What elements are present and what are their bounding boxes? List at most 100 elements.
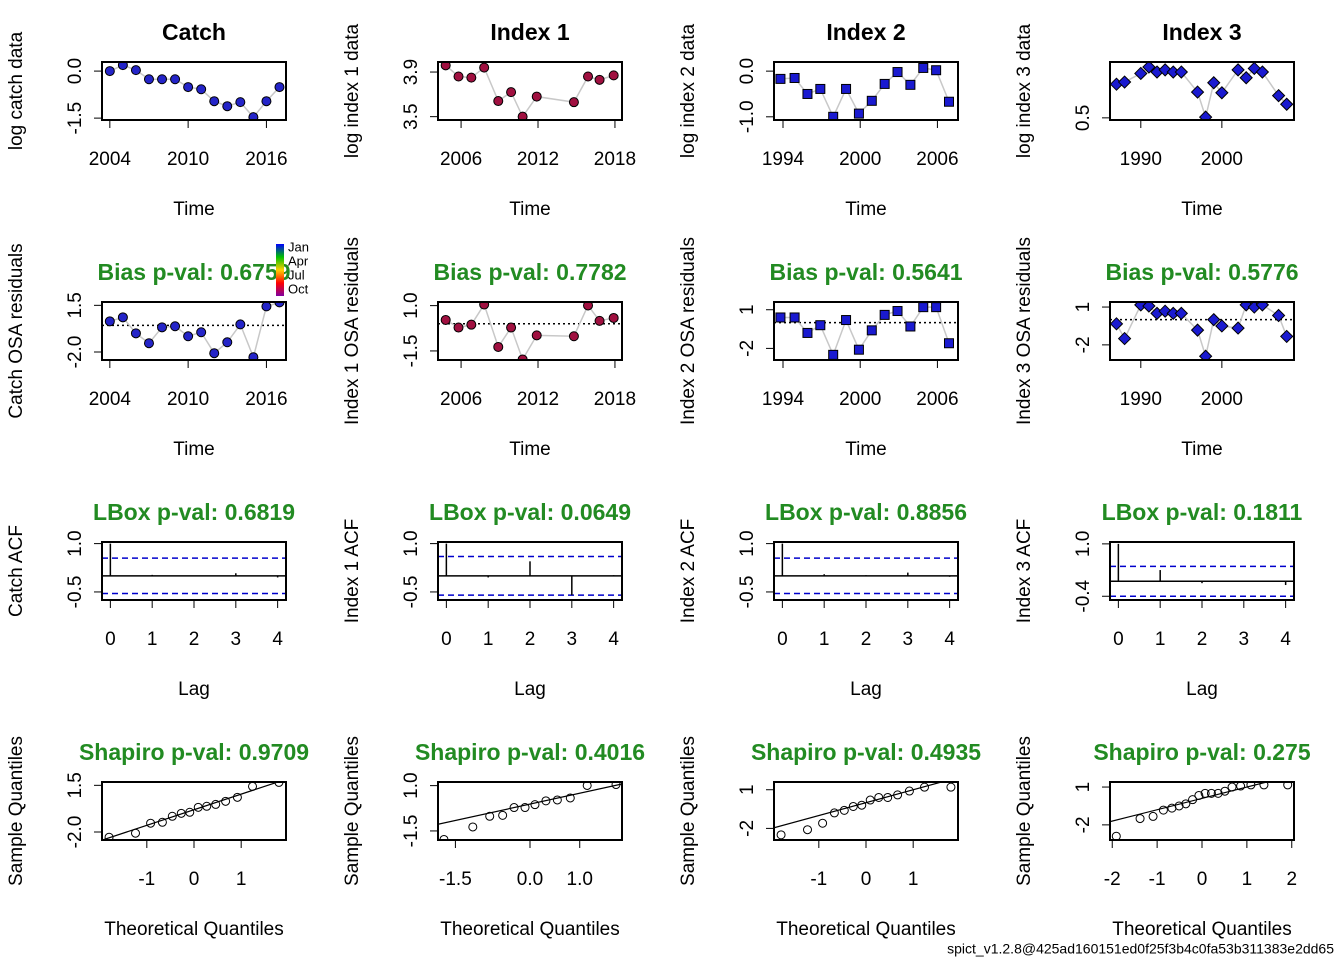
point — [839, 805, 849, 815]
point — [892, 306, 903, 317]
plot-frame — [773, 541, 959, 601]
point — [920, 782, 930, 792]
point — [498, 810, 508, 820]
x-axis-label: Lag — [1186, 679, 1218, 700]
point — [1190, 323, 1205, 337]
y-tick-label: -2.0 — [65, 816, 86, 849]
panel: Catch Time log catch data 2004 2010 2016 -1.5 0… — [6, 19, 288, 220]
x-axis-label: Lag — [850, 679, 882, 700]
plot-area — [102, 782, 284, 840]
x-tick-label: 1 — [908, 869, 919, 890]
point — [196, 84, 207, 95]
x-tick-label: 2010 — [167, 149, 209, 170]
point — [829, 808, 839, 818]
x-tick-label: 2000 — [839, 149, 881, 170]
x-tick-label: 1 — [1155, 629, 1166, 650]
panel: Shapiro p-val: 0.9709 Theoretical Quantil… — [6, 736, 309, 940]
point — [261, 96, 272, 107]
point — [905, 321, 916, 332]
point — [608, 312, 619, 323]
plot-frame — [773, 781, 959, 841]
x-tick-label: 3 — [903, 629, 914, 650]
x-tick-label: 3 — [567, 629, 578, 650]
x-tick-label: -1.5 — [439, 869, 472, 890]
x-tick-label: -2 — [1104, 869, 1121, 890]
point — [506, 322, 517, 333]
point — [1174, 801, 1184, 811]
y-tick-label: 1 — [1073, 302, 1094, 313]
point — [1142, 62, 1156, 74]
x-tick-label: 1.0 — [567, 869, 593, 890]
point — [1207, 76, 1221, 90]
point — [1207, 312, 1221, 327]
plot-frame — [1109, 61, 1295, 121]
point — [185, 807, 195, 817]
point — [248, 112, 259, 120]
plot-area — [438, 302, 622, 360]
annotation: Shapiro p-val: 0.275 — [1093, 739, 1311, 765]
x-axis-label: Lag — [178, 679, 210, 700]
x-axis-label: Theoretical Quantiles — [104, 919, 284, 940]
plot-frame — [773, 301, 959, 361]
point — [565, 793, 575, 803]
point — [485, 811, 495, 821]
plot-frame — [101, 781, 287, 841]
point — [905, 79, 916, 90]
y-tick-label: -0.5 — [401, 576, 422, 609]
point — [802, 327, 813, 338]
plot-frame — [773, 61, 959, 121]
point — [583, 302, 594, 311]
qq-line — [102, 782, 280, 840]
plot-frame — [1109, 781, 1295, 841]
plot-frame — [437, 541, 623, 601]
x-axis-label: Theoretical Quantiles — [1112, 919, 1292, 940]
x-tick-label: 2004 — [89, 389, 132, 410]
point — [531, 91, 542, 102]
x-tick-label: 2004 — [89, 149, 132, 170]
point — [1215, 319, 1229, 333]
point — [530, 800, 540, 810]
qq-line — [438, 783, 622, 825]
y-tick-label: -1.0 — [737, 100, 758, 133]
x-tick-label: 2012 — [517, 149, 559, 170]
annotation: Shapiro p-val: 0.4016 — [415, 739, 645, 765]
plot-frame — [437, 781, 623, 841]
point — [211, 799, 221, 809]
point — [552, 795, 562, 805]
point — [1206, 788, 1216, 798]
annotation: LBox p-val: 0.0649 — [429, 499, 631, 525]
point — [943, 338, 954, 349]
plot-frame — [1109, 301, 1295, 361]
point — [1134, 66, 1148, 81]
x-tick-label: 1994 — [762, 149, 805, 170]
x-tick-label: 2006 — [440, 149, 482, 170]
point — [841, 83, 852, 94]
point — [1279, 97, 1294, 111]
y-axis-label: Index 1 OSA residuals — [342, 237, 363, 425]
point — [1148, 811, 1158, 821]
x-tick-label: 4 — [272, 629, 283, 650]
point — [130, 65, 141, 76]
point — [815, 83, 826, 94]
x-tick-label: 2016 — [245, 389, 287, 410]
panel: Shapiro p-val: 0.275 Theoretical Quantile… — [1014, 736, 1311, 940]
panel: Bias p-val: 0.7782 Time Index 1 OSA residu… — [342, 237, 636, 460]
x-tick-label: 1 — [147, 629, 158, 650]
plot-frame — [101, 541, 287, 601]
annotation: LBox p-val: 0.6819 — [93, 499, 295, 525]
x-tick-label: 0 — [1197, 869, 1208, 890]
panel: Shapiro p-val: 0.4935 Theoretical Quantil… — [678, 736, 981, 940]
legend-label: Jul — [288, 267, 305, 282]
point — [594, 315, 605, 326]
y-tick-label: -2 — [1073, 816, 1094, 833]
point — [1142, 302, 1156, 313]
point — [879, 309, 890, 320]
point — [815, 320, 826, 331]
x-tick-label: 0 — [777, 629, 788, 650]
point — [157, 74, 168, 85]
x-tick-label: 2006 — [916, 389, 958, 410]
y-tick-label: -2.0 — [65, 336, 86, 369]
point — [1200, 788, 1210, 798]
panel: LBox p-val: 0.0649 Lag Index 1 ACF 0 1 2 3 4 -0.… — [342, 499, 631, 700]
point — [466, 319, 477, 330]
